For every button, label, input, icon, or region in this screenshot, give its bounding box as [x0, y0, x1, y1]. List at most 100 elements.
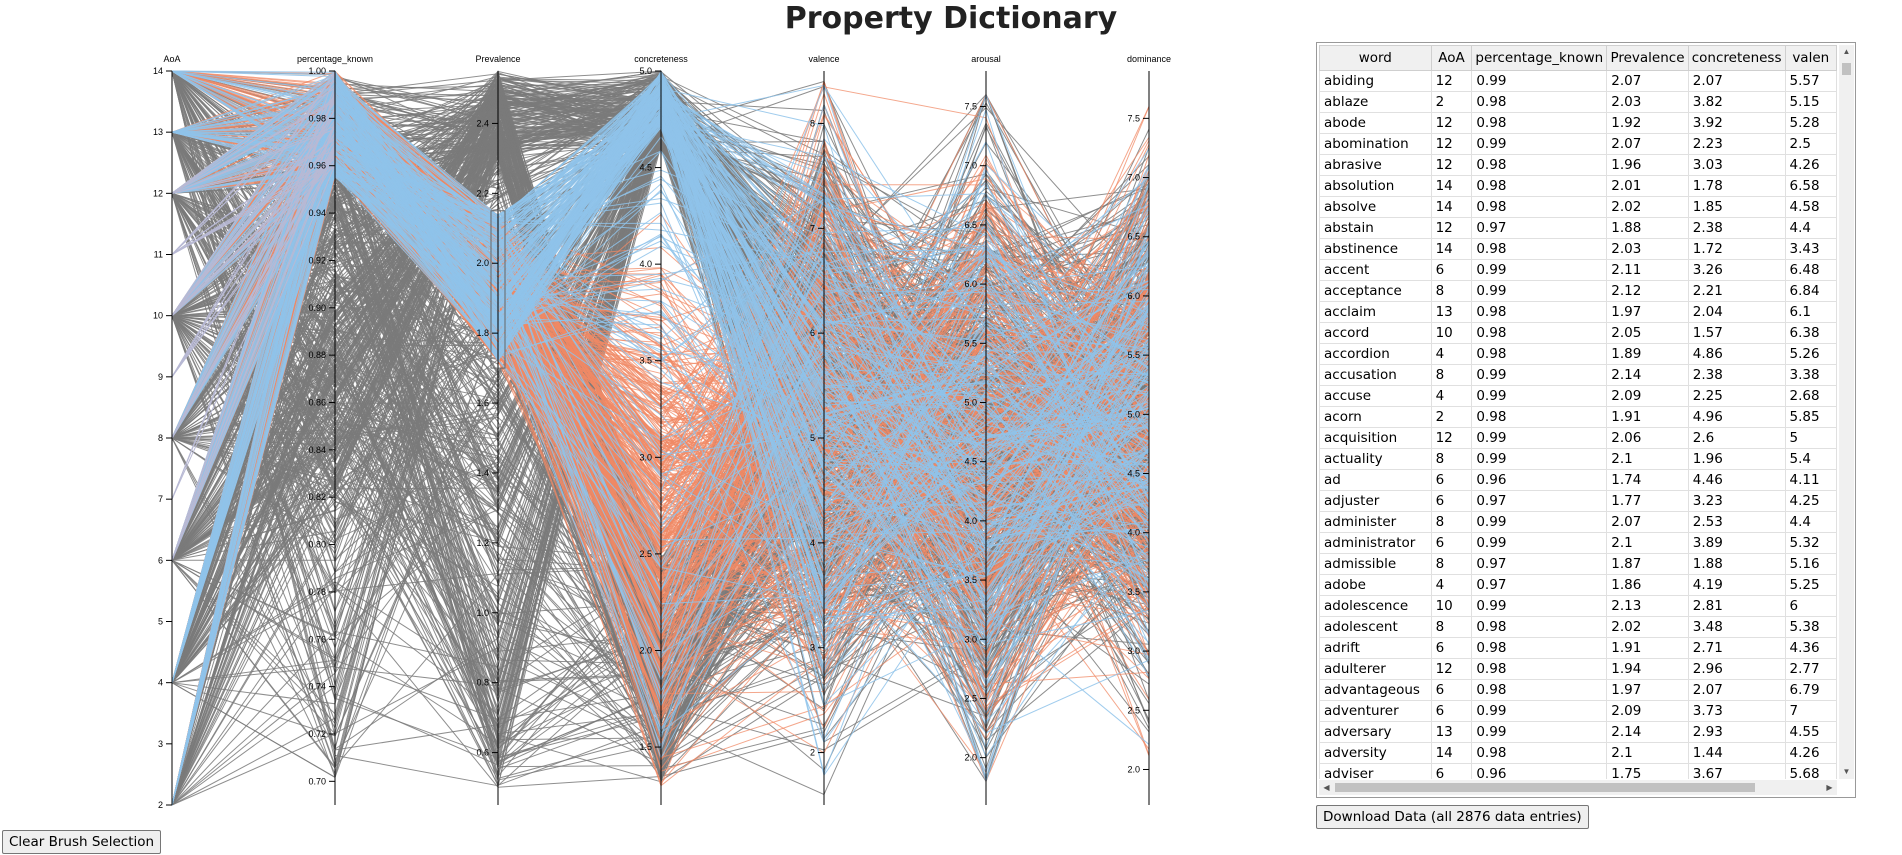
table-cell: 14: [1430, 196, 1473, 218]
scroll-left-arrow-icon[interactable]: ◀: [1323, 783, 1330, 792]
table-row[interactable]: adjuster 6 0.97 1.77 3.23 4.25: [1319, 490, 1837, 512]
table-row[interactable]: abiding 12 0.99 2.07 2.07 5.57: [1319, 70, 1837, 92]
column-header[interactable]: percentage_known: [1471, 45, 1608, 71]
table-cell: 0.99: [1471, 532, 1608, 554]
column-header[interactable]: concreteness: [1687, 45, 1786, 71]
table-cell: 2.14: [1606, 721, 1689, 743]
table-cell: 2.81: [1687, 595, 1786, 617]
table-body: abiding 12 0.99 2.07 2.07 5.57 ablaze 2 0.98 2.03…: [1319, 70, 1837, 779]
table-row[interactable]: abomination 12 0.99 2.07 2.23 2.5: [1319, 133, 1837, 155]
column-header[interactable]: Prevalence: [1606, 45, 1689, 71]
tick-label: 13: [153, 127, 163, 137]
tick-label: 6: [810, 328, 815, 338]
horizontal-scroll-thumb[interactable]: [1335, 783, 1755, 792]
column-header[interactable]: word: [1319, 45, 1432, 71]
table-row[interactable]: adobe 4 0.97 1.86 4.19 5.25: [1319, 574, 1837, 596]
axis-title[interactable]: AoA: [163, 54, 180, 64]
axis-title[interactable]: percentage_known: [297, 54, 373, 64]
axis-arousal[interactable]: arousal 2.0 2.5 3.0 3.5 4.0 4.5 5.0 5.5 6.0 6.5 7.0…: [964, 54, 1001, 805]
vertical-scrollbar[interactable]: ▲ ▼: [1839, 45, 1854, 779]
table-row[interactable]: accord 10 0.98 2.05 1.57 6.38: [1319, 322, 1837, 344]
table-row[interactable]: adulterer 12 0.98 1.94 2.96 2.77: [1319, 658, 1837, 680]
axis-title[interactable]: dominance: [1127, 54, 1171, 64]
table-cell: 8: [1430, 280, 1473, 302]
table-row[interactable]: accusation 8 0.99 2.14 2.38 3.38: [1319, 364, 1837, 386]
vertical-scroll-thumb[interactable]: [1842, 63, 1851, 75]
table-row[interactable]: administrator 6 0.99 2.1 3.89 5.32: [1319, 532, 1837, 554]
table-cell: 0.98: [1471, 658, 1608, 680]
table-row[interactable]: absolution 14 0.98 2.01 1.78 6.58: [1319, 175, 1837, 197]
table-cell: adversity: [1319, 742, 1432, 764]
table-row[interactable]: acorn 2 0.98 1.91 4.96 5.85: [1319, 406, 1837, 428]
table-row[interactable]: acclaim 13 0.98 1.97 2.04 6.1: [1319, 301, 1837, 323]
data-table-panel[interactable]: word AoA percentage_known Prevalence concret…: [1316, 42, 1856, 798]
tick-label: 3: [810, 643, 815, 653]
table-row[interactable]: acceptance 8 0.99 2.12 2.21 6.84: [1319, 280, 1837, 302]
table-row[interactable]: adviser 6 0.96 1.75 3.67 5.68: [1319, 763, 1837, 779]
axis-title[interactable]: arousal: [971, 54, 1001, 64]
table-cell: 12: [1430, 70, 1473, 92]
table-cell: 4: [1430, 574, 1473, 596]
table-row[interactable]: abstain 12 0.97 1.88 2.38 4.4: [1319, 217, 1837, 239]
table-cell: 4.55: [1784, 721, 1837, 743]
clear-brush-button[interactable]: Clear Brush Selection: [2, 830, 162, 854]
table-row[interactable]: adventurer 6 0.99 2.09 3.73 7: [1319, 700, 1837, 722]
axis-dominance[interactable]: dominance 2.0 2.5 3.0 3.5 4.0 4.5 5.0 5.5 6.0 6.5 7…: [1127, 54, 1171, 805]
table-row[interactable]: adversary 13 0.99 2.14 2.93 4.55: [1319, 721, 1837, 743]
table-cell: 2.02: [1606, 196, 1689, 218]
scroll-up-arrow-icon[interactable]: ▲: [1842, 47, 1851, 56]
table-row[interactable]: accent 6 0.99 2.11 3.26 6.48: [1319, 259, 1837, 281]
axis-title[interactable]: concreteness: [634, 54, 688, 64]
table-row[interactable]: abode 12 0.98 1.92 3.92 5.28: [1319, 112, 1837, 134]
table-row[interactable]: ad 6 0.96 1.74 4.46 4.11: [1319, 469, 1837, 491]
table-row[interactable]: accuse 4 0.99 2.09 2.25 2.68: [1319, 385, 1837, 407]
table-cell: 6.58: [1784, 175, 1837, 197]
tick-label: 3.5: [639, 356, 652, 366]
table-row[interactable]: admissible 8 0.97 1.87 1.88 5.16: [1319, 553, 1837, 575]
table-cell: 0.98: [1471, 343, 1608, 365]
table-row[interactable]: accordion 4 0.98 1.89 4.86 5.26: [1319, 343, 1837, 365]
column-header[interactable]: AoA: [1430, 45, 1473, 71]
scroll-right-arrow-icon[interactable]: ▶: [1826, 783, 1833, 792]
prevalence-brush-selection[interactable]: [490, 210, 506, 369]
table-cell: 2.07: [1687, 679, 1786, 701]
table-cell: 2: [1430, 91, 1473, 113]
table-row[interactable]: adrift 6 0.98 1.91 2.71 4.36: [1319, 637, 1837, 659]
table-row[interactable]: abstinence 14 0.98 2.03 1.72 3.43: [1319, 238, 1837, 260]
table-row[interactable]: ablaze 2 0.98 2.03 3.82 5.15: [1319, 91, 1837, 113]
table-row[interactable]: administer 8 0.99 2.07 2.53 4.4: [1319, 511, 1837, 533]
axis-Prevalence[interactable]: Prevalence 0.6 0.8 1.0 1.2 1.4 1.6 1.8 2.0 2.2 2.4: [475, 54, 521, 805]
table-cell: administrator: [1319, 532, 1432, 554]
table-row[interactable]: absolve 14 0.98 2.02 1.85 4.58: [1319, 196, 1837, 218]
axis-percentage_known[interactable]: percentage_known 0.70 0.72 0.74 0.76 0.78 0.80…: [297, 54, 373, 805]
column-header[interactable]: valen: [1784, 45, 1837, 71]
table-cell: 2.6: [1687, 427, 1786, 449]
table-row[interactable]: advantageous 6 0.98 1.97 2.07 6.79: [1319, 679, 1837, 701]
download-data-button[interactable]: Download Data (all 2876 data entries): [1316, 805, 1589, 829]
table-row[interactable]: actuality 8 0.99 2.1 1.96 5.4: [1319, 448, 1837, 470]
axis-concreteness[interactable]: concreteness 1.5 2.0 2.5 3.0 3.5 4.0 4.5 5.0: [634, 54, 688, 805]
table-cell: 6: [1430, 637, 1473, 659]
tick-label: 2.4: [476, 118, 489, 128]
scroll-down-arrow-icon[interactable]: ▼: [1842, 767, 1851, 776]
table-row[interactable]: adolescent 8 0.98 2.02 3.48 5.38: [1319, 616, 1837, 638]
table-row[interactable]: adolescence 10 0.99 2.13 2.81 6: [1319, 595, 1837, 617]
table-cell: 1.89: [1606, 343, 1689, 365]
table-row[interactable]: acquisition 12 0.99 2.06 2.6 5: [1319, 427, 1837, 449]
axis-AoA[interactable]: AoA 2 3 4 5 6 7 8 9 10 11 12 13 14: [153, 54, 181, 810]
axes-group[interactable]: AoA 2 3 4 5 6 7 8 9 10 11 12 13 14 percentage_known 0.7…: [153, 54, 1171, 810]
data-table-viewport[interactable]: word AoA percentage_known Prevalence concret…: [1319, 45, 1837, 779]
parallel-coordinates-chart[interactable]: AoA 2 3 4 5 6 7 8 9 10 11 12 13 14 percentage_known 0.7…: [0, 40, 1200, 815]
axis-title[interactable]: valence: [808, 54, 839, 64]
table-cell: 5.26: [1784, 343, 1837, 365]
table-row[interactable]: adversity 14 0.98 2.1 1.44 4.26: [1319, 742, 1837, 764]
data-polyline: [171, 165, 336, 317]
table-row[interactable]: abrasive 12 0.98 1.96 3.03 4.26: [1319, 154, 1837, 176]
table-cell: 0.99: [1471, 70, 1608, 92]
axis-title[interactable]: Prevalence: [475, 54, 520, 64]
table-cell: actuality: [1319, 448, 1432, 470]
horizontal-scrollbar[interactable]: ◀ ▶: [1319, 780, 1837, 795]
table-cell: ad: [1319, 469, 1432, 491]
axis-valence[interactable]: valence 2 3 4 5 6 7 8: [808, 54, 840, 805]
table-cell: 2.03: [1606, 238, 1689, 260]
